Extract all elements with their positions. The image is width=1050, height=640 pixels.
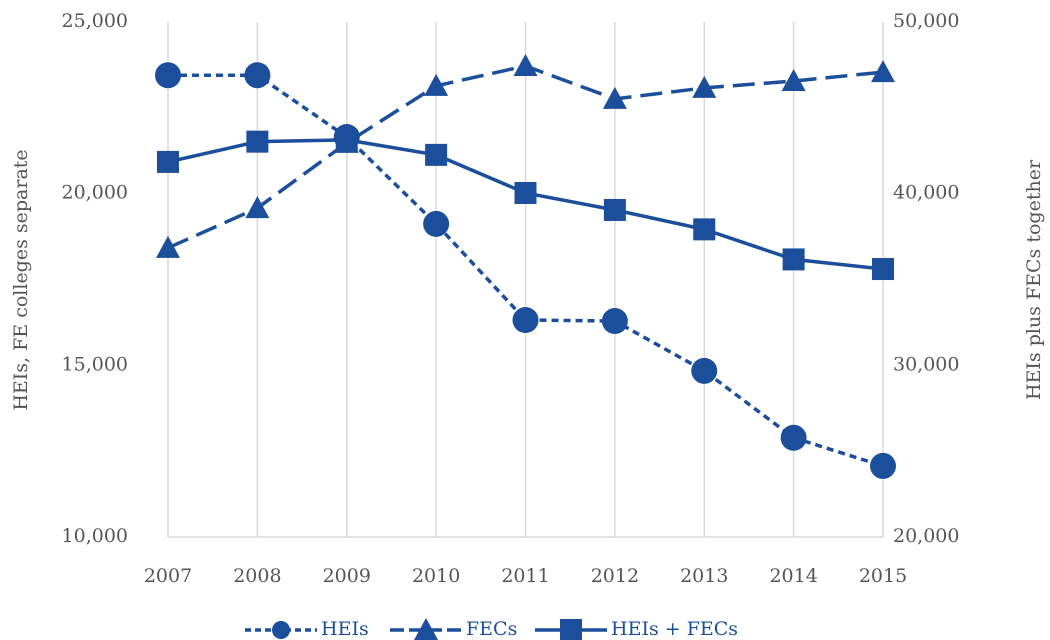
marker: [781, 69, 806, 92]
x-tick-label: 2009: [323, 565, 371, 587]
x-tick-label: 2007: [144, 565, 192, 587]
y2-tick-label: 50,000: [893, 10, 959, 32]
legend-label: HEIs: [321, 618, 369, 640]
marker: [692, 75, 717, 98]
marker: [514, 181, 537, 204]
x-tick-label: 2015: [859, 565, 907, 587]
y2-tick-label: 40,000: [893, 182, 959, 204]
x-tick-label: 2012: [591, 565, 639, 587]
marker: [246, 130, 269, 153]
x-tick-label: 2008: [233, 565, 281, 587]
legend-marker: [272, 621, 290, 639]
x-tick-label: 2013: [680, 565, 728, 587]
marker: [691, 357, 718, 384]
legend: HEIs FECs HEIs + FECs: [245, 618, 738, 640]
x-tick-label: 2010: [412, 565, 460, 587]
marker: [425, 143, 448, 166]
y2-tick-label: 30,000: [893, 353, 959, 375]
marker: [512, 307, 539, 334]
marker: [156, 235, 180, 258]
y2-axis-title: HEIs plus FECs together: [1023, 159, 1045, 400]
marker: [423, 210, 450, 237]
marker: [513, 53, 538, 76]
y-tick-label: 10,000: [62, 525, 128, 547]
marker: [244, 62, 271, 89]
marker: [693, 218, 716, 241]
legend-marker: [560, 619, 582, 640]
marker: [424, 73, 449, 96]
x-tick-label: 2011: [501, 565, 549, 587]
y-tick-label: 25,000: [62, 10, 128, 32]
legend-label: FECs: [466, 618, 517, 640]
legend-marker: [414, 618, 438, 640]
marker: [245, 196, 270, 219]
y-axis-title: HEIs, FE colleges separate: [10, 149, 32, 410]
marker: [602, 86, 627, 109]
marker: [601, 308, 628, 335]
y-tick-label: 20,000: [62, 182, 128, 204]
marker: [872, 258, 894, 281]
legend-label: HEIs + FECs: [611, 618, 738, 640]
marker: [335, 128, 358, 151]
y-tick-label: 15,000: [62, 353, 128, 375]
y2-tick-label: 20,000: [893, 525, 959, 547]
x-tick-label: 2014: [769, 565, 817, 587]
marker: [782, 248, 805, 271]
marker: [157, 150, 179, 173]
line: [168, 73, 884, 468]
marker: [603, 198, 626, 221]
marker: [780, 424, 807, 451]
marker: [871, 60, 895, 83]
marker: [870, 452, 896, 479]
marker: [155, 62, 181, 89]
